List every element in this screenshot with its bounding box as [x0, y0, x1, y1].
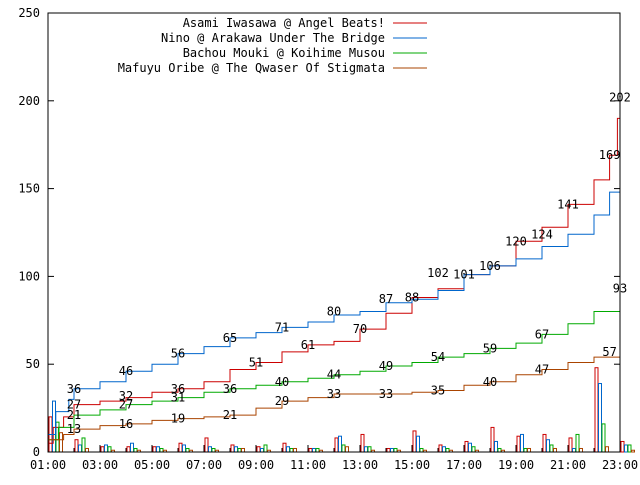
data-label: 40 [275, 375, 289, 389]
axes: 0 50 100 150 200 250 01:00 03:00 05:00 07:00 09:00… [18, 6, 638, 472]
x-tick-label: 05:00 [134, 458, 170, 472]
data-label: 106 [479, 259, 501, 273]
data-label: 33 [379, 387, 393, 401]
data-label: 51 [249, 355, 263, 369]
hourly-bar [627, 444, 632, 453]
series-line [48, 351, 621, 441]
data-label: 29 [275, 394, 289, 408]
data-label: 57 [602, 345, 616, 359]
data-label: 31 [171, 391, 185, 405]
data-label: 13 [67, 422, 81, 436]
data-label: 101 [453, 268, 475, 282]
x-tick-label: 11:00 [290, 458, 326, 472]
x-tick-label: 13:00 [342, 458, 378, 472]
data-labels: 2732365161708810112014120236465665718087… [67, 90, 631, 436]
x-tick-label: 15:00 [394, 458, 430, 472]
data-label: 71 [275, 320, 289, 334]
x-tick-label: 19:00 [498, 458, 534, 472]
x-tick-label: 09:00 [238, 458, 274, 472]
data-label: 21 [223, 408, 237, 422]
data-label: 59 [483, 341, 497, 355]
data-label: 87 [379, 292, 393, 306]
x-tick-label: 03:00 [82, 458, 118, 472]
data-label: 35 [431, 384, 445, 398]
data-label: 141 [557, 197, 579, 211]
y-tick-label: 150 [18, 182, 40, 196]
data-label: 70 [353, 322, 367, 336]
data-label: 61 [301, 338, 315, 352]
y-tick-label: 0 [33, 445, 40, 459]
x-tick-label: 07:00 [186, 458, 222, 472]
data-label: 33 [327, 387, 341, 401]
data-label: 19 [171, 412, 185, 426]
x-tick-label: 21:00 [550, 458, 586, 472]
data-label: 120 [505, 234, 527, 248]
series-lines [48, 97, 621, 444]
data-label: 32 [119, 389, 133, 403]
series-line [48, 288, 621, 441]
data-label: 36 [171, 382, 185, 396]
data-label: 36 [223, 382, 237, 396]
legend-label: Mafuyu Oribe @ The Qwaser Of Stigmata [118, 61, 385, 75]
y-tick-label: 100 [18, 269, 40, 283]
x-tick-label: 23:00 [602, 458, 638, 472]
legend: Asami Iwasawa @ Angel Beats!Nino @ Araka… [118, 16, 427, 75]
legend-label: Bachou Mouki @ Koihime Musou [183, 46, 385, 60]
data-label: 47 [535, 362, 549, 376]
x-tick-label: 01:00 [30, 458, 66, 472]
data-label: 88 [405, 290, 419, 304]
data-label: 80 [327, 305, 341, 319]
data-label: 49 [379, 359, 393, 373]
x-tick-label: 17:00 [446, 458, 482, 472]
legend-label: Nino @ Arakawa Under The Bridge [161, 31, 385, 45]
data-label: 169 [599, 148, 621, 162]
data-label: 102 [427, 266, 449, 280]
data-label: 67 [535, 327, 549, 341]
hourly-bar [631, 449, 635, 453]
data-label: 40 [483, 375, 497, 389]
data-label: 54 [431, 350, 445, 364]
data-label: 46 [119, 364, 133, 378]
data-label: 65 [223, 331, 237, 345]
y-tick-label: 200 [18, 94, 40, 108]
y-tick-label: 250 [18, 6, 40, 20]
data-label: 56 [171, 347, 185, 361]
data-label: 16 [119, 417, 133, 431]
data-label: 44 [327, 368, 341, 382]
data-label: 124 [531, 227, 553, 241]
data-label: 27 [119, 398, 133, 412]
y-tick-label: 50 [26, 357, 40, 371]
legend-label: Asami Iwasawa @ Angel Beats! [183, 16, 385, 30]
data-label: 21 [67, 408, 81, 422]
data-label: 36 [67, 382, 81, 396]
series-line [48, 155, 621, 435]
series-line [48, 97, 621, 444]
data-label: 27 [67, 398, 81, 412]
